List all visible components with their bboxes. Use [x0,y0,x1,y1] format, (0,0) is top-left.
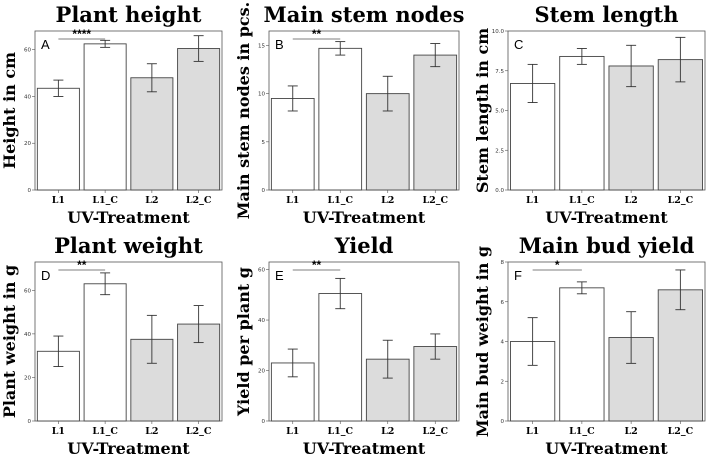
y-tick-label: 20 [24,141,31,147]
x-tick-label: L2 [381,195,394,206]
y-tick-label: 5 [262,140,266,146]
bar-l1-c [318,47,363,191]
bar-l1 [36,87,80,191]
y-tick-label: 4 [501,340,505,346]
y-tick-label: 0 [262,188,266,194]
panel-letter: E [275,268,284,283]
x-tick-label: L1_C [92,426,118,437]
significance-label: **** [72,27,91,41]
x-tick-label: L2_C [186,426,212,437]
bar-l1-c [83,283,127,422]
y-axis-label: Yield per plant g [234,267,253,417]
y-tick-label: 60 [258,268,265,274]
x-tick-label: L2 [145,195,158,206]
significance-label: ** [77,258,87,272]
x-tick-label: L1_C [569,195,595,206]
x-tick-label: L2 [381,426,394,437]
x-tick-label: L1 [526,195,539,206]
x-tick-label: L2_C [186,195,212,206]
y-tick-label: 2.5 [495,148,504,154]
x-axis-label: UV-Treatment [545,208,668,227]
y-tick-label: 10.0 [492,29,505,35]
panel-c: Stem length Stem length in cm UV-Treatment… [473,2,706,227]
significance-label: ** [312,27,322,41]
y-tick-label: 20 [258,369,265,375]
bar-l1-c [559,55,605,191]
y-tick-label: 5.0 [495,109,504,115]
x-tick-label: L1 [286,195,299,206]
x-axis-label: UV-Treatment [303,439,426,458]
x-tick-label: L1 [52,426,65,437]
panel-letter: D [41,268,50,283]
x-tick-label: L1_C [92,195,118,206]
y-tick-label: 0 [28,419,32,425]
y-tick-label: 40 [258,318,265,324]
x-tick-label: L1_C [327,195,353,206]
x-tick-label: L2 [145,426,158,437]
bar-l2 [130,77,174,191]
panel-e: Yield Yield per plant g UV-Treatment 0 20 40 6… [234,233,460,458]
panel-f: Main bud yield Main bud weight in g UV-Tre… [473,233,706,458]
panel-title: Plant height [56,2,202,27]
bar-l1 [270,98,315,191]
x-tick-label: L1 [52,195,65,206]
x-axis-label: UV-Treatment [67,439,190,458]
panel-title: Stem length [534,2,678,27]
x-tick-label: L1 [526,426,539,437]
x-tick-label: L1_C [569,426,595,437]
significance-label: * [555,258,560,272]
panel-letter: B [275,37,284,52]
panel-d: Plant weight Plant weight in g UV-Treatmen… [0,233,223,458]
y-tick-label: 2 [501,379,505,385]
x-tick-label: L1_C [327,426,353,437]
y-tick-label: 0.0 [495,188,504,194]
y-tick-label: 6 [501,300,505,306]
y-tick-label: 0 [262,419,266,425]
y-tick-label: 60 [24,48,31,54]
x-tick-label: L2 [624,426,637,437]
y-axis-label: Main stem nodes in pcs. [234,2,253,219]
x-tick-label: L1 [286,426,299,437]
y-axis-label: Main bud weight in g [473,246,492,437]
y-axis-label: Height in cm [0,52,19,169]
y-tick-label: 40 [24,94,31,100]
y-tick-label: 40 [24,332,31,338]
bar-l1-c [318,293,363,422]
panel-title: Main bud yield [519,233,695,258]
panel-a: Plant height Height in cm UV-Treatment 0 20 4… [0,2,223,227]
x-axis-label: UV-Treatment [303,208,426,227]
panel-letter: C [514,37,523,52]
y-axis-label: Plant weight in g [0,265,19,418]
y-tick-label: 0 [28,188,32,194]
y-axis-label: Stem length in cm [473,28,492,193]
panel-letter: A [41,37,50,52]
panel-letter: F [514,268,522,283]
bar-l2-c [177,48,221,191]
y-tick-label: 8 [501,260,505,266]
y-tick-label: 60 [24,288,31,294]
x-tick-label: L2_C [422,426,448,437]
bar-l1-c [83,43,127,191]
y-tick-label: 15 [258,43,265,49]
x-tick-label: L2 [624,195,637,206]
panel-title: Yield [334,233,394,258]
y-tick-label: 10 [258,92,265,98]
x-tick-label: L2_C [668,426,694,437]
panel-title: Plant weight [54,233,203,258]
y-tick-label: 0 [501,419,505,425]
x-tick-label: L2_C [668,195,694,206]
x-axis-label: UV-Treatment [67,208,190,227]
panel-title: Main stem nodes [264,2,465,27]
bar-l2-c [413,54,458,191]
y-tick-label: 7.5 [495,69,504,75]
panel-b: Main stem nodes Main stem nodes in pcs. UV… [234,2,464,227]
x-axis-label: UV-Treatment [545,439,668,458]
bar-l1-c [559,287,605,422]
significance-label: ** [312,258,322,272]
bar-l2-c [657,289,703,422]
y-tick-label: 20 [24,375,31,381]
x-tick-label: L2_C [422,195,448,206]
